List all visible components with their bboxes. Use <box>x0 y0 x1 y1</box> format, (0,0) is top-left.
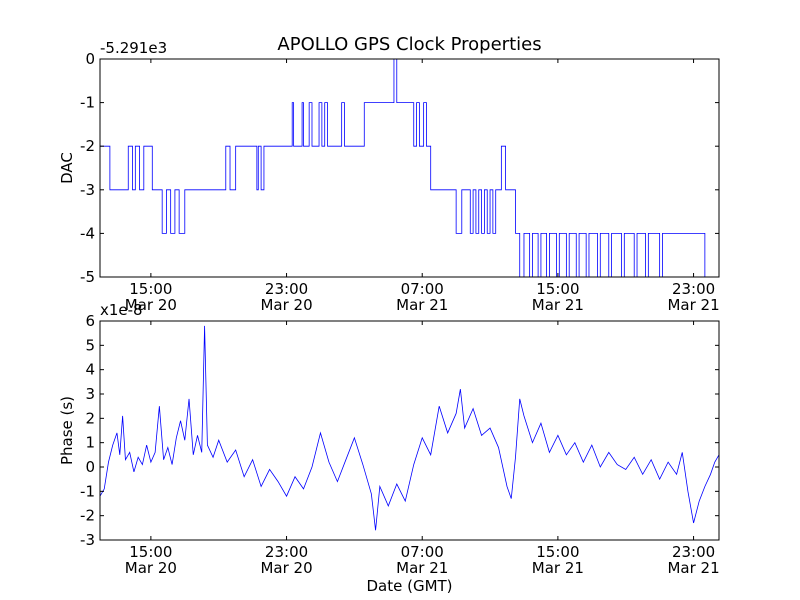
chart1-xtick-date-3: Mar 21 <box>532 559 584 577</box>
chart1-xtick-time-3: 15:00 <box>536 543 579 561</box>
chart0-xtick-time-1: 23:00 <box>265 280 308 298</box>
chart1-xtick-date-0: Mar 20 <box>125 559 177 577</box>
chart1-xtick-time-2: 07:00 <box>401 543 444 561</box>
chart1-xtick-time-4: 23:00 <box>672 543 715 561</box>
chart0-title: APOLLO GPS Clock Properties <box>277 34 541 55</box>
chart0-ytick-label-1: -1 <box>80 94 95 112</box>
chart1-ytick-label-2: 4 <box>85 361 95 379</box>
chart0-ytick-label-3: -3 <box>80 181 95 199</box>
chart0-xtick-time-4: 23:00 <box>672 280 715 298</box>
chart1-ytick-label-0: 6 <box>85 312 95 330</box>
chart1-xtick-time-0: 15:00 <box>129 543 172 561</box>
chart0-ytick-label-5: -5 <box>80 268 95 286</box>
chart0-ytick-label-0: 0 <box>85 50 95 68</box>
chart1-series-line-0 <box>99 325 720 531</box>
chart1-xlabel: Date (GMT) <box>366 577 452 595</box>
chart0-xtick-date-4: Mar 21 <box>667 296 719 314</box>
chart0-xtick-date-2: Mar 21 <box>396 296 448 314</box>
chart1-ytick-label-3: 3 <box>85 385 95 403</box>
chart1-ytick-label-9: -3 <box>80 531 95 549</box>
chart0-xtick-date-0: Mar 20 <box>125 296 177 314</box>
chart1-ytick-label-7: -1 <box>80 482 95 500</box>
chart0-series-line-0 <box>100 58 719 278</box>
chart0-ytick-label-2: -2 <box>80 137 95 155</box>
chart1-ytick-label-8: -2 <box>80 507 95 525</box>
chart0-plot-frame <box>99 58 720 278</box>
chart0-ytick-label-4: -4 <box>80 224 95 242</box>
chart1-ylabel: Phase (s) <box>58 396 76 465</box>
chart0-xtick-time-3: 15:00 <box>536 280 579 298</box>
chart1-xtick-date-4: Mar 21 <box>667 559 719 577</box>
chart0-xtick-time-2: 07:00 <box>401 280 444 298</box>
chart1-ytick-label-1: 5 <box>85 336 95 354</box>
chart1-ytick-label-5: 1 <box>85 434 95 452</box>
chart1-plot-frame <box>99 320 720 541</box>
chart1-ytick-label-4: 2 <box>85 409 95 427</box>
chart0-xtick-date-1: Mar 20 <box>260 296 312 314</box>
chart0-ylabel: DAC <box>58 152 76 184</box>
chart1-offset-label: x1e-8 <box>100 301 143 319</box>
chart0-xtick-date-3: Mar 21 <box>532 296 584 314</box>
chart1-xtick-date-1: Mar 20 <box>260 559 312 577</box>
chart0-offset-label: -5.291e3 <box>100 39 167 57</box>
chart1-xtick-time-1: 23:00 <box>265 543 308 561</box>
chart1-ytick-label-6: 0 <box>85 458 95 476</box>
chart0-xtick-time-0: 15:00 <box>129 280 172 298</box>
chart1-xtick-date-2: Mar 21 <box>396 559 448 577</box>
